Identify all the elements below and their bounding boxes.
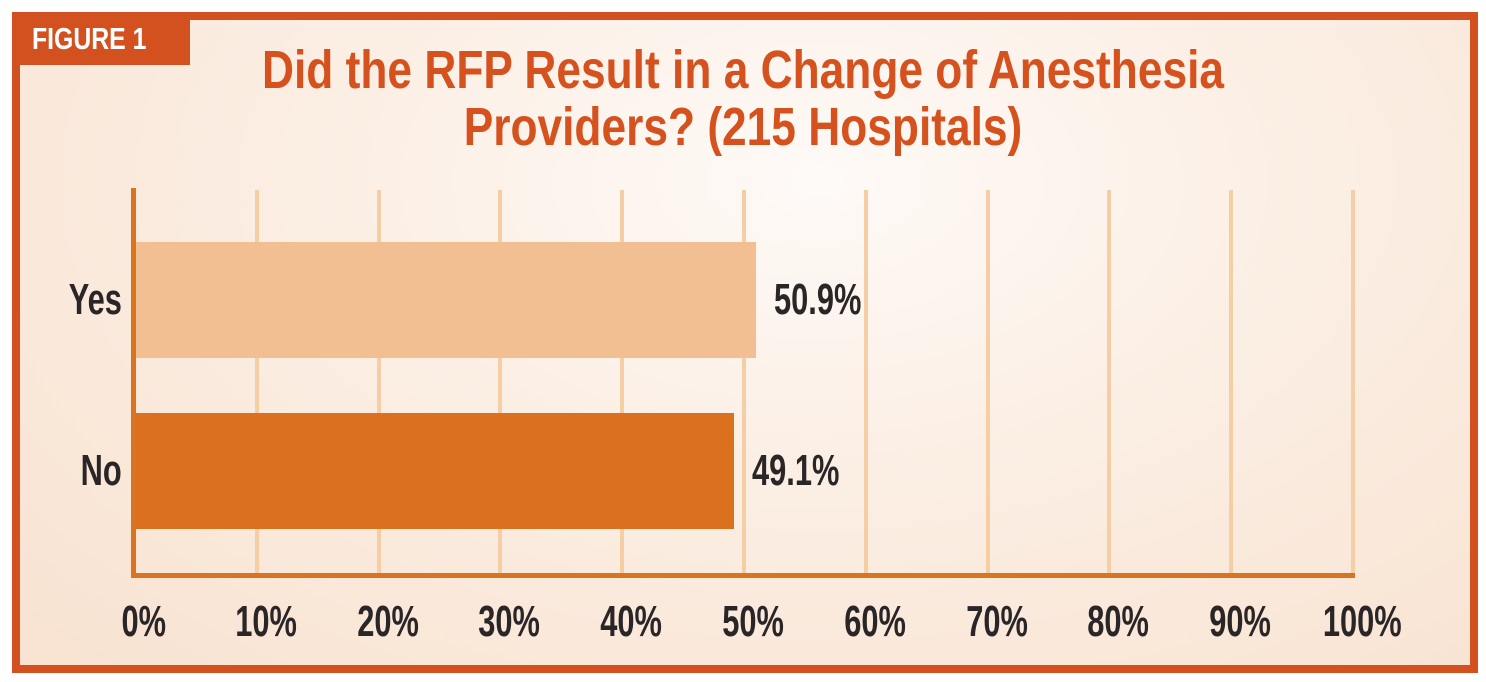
gridline-10% [254, 190, 259, 573]
y-axis-line [131, 188, 136, 578]
x-tick-label-40%: 40% [561, 600, 701, 644]
x-tick-text: 70% [965, 597, 1028, 646]
x-tick-label-50%: 50% [683, 600, 823, 644]
chart-title-line-2: Providers? (215 Hospitals) [463, 97, 1023, 157]
x-tick-label-30%: 30% [439, 600, 579, 644]
x-tick-label-100%: 100% [1292, 600, 1432, 644]
gridline-50% [742, 190, 746, 573]
gridline-100% [1351, 190, 1355, 573]
x-tick-label-70%: 70% [927, 600, 1067, 644]
bar-value-label-yes: 50.9% [774, 278, 899, 322]
x-tick-text: 100% [1322, 597, 1402, 646]
x-tick-text: 80% [1087, 597, 1150, 646]
figure-label: FIGURE 1 [32, 20, 147, 56]
x-tick-label-20%: 20% [318, 600, 458, 644]
x-tick-label-10%: 10% [196, 600, 336, 644]
x-axis-line [131, 573, 1355, 578]
x-tick-text: 0% [121, 597, 167, 646]
gridline-30% [498, 190, 503, 573]
figure-label-tab: FIGURE 1 [12, 12, 190, 65]
x-tick-text: 50% [722, 597, 784, 646]
x-tick-text: 30% [478, 597, 541, 646]
gridline-70% [985, 190, 990, 573]
x-tick-label-90%: 90% [1170, 600, 1310, 644]
bar-value-text: 50.9% [774, 275, 862, 324]
gridline-90% [1229, 190, 1234, 573]
bar-no [136, 413, 734, 529]
x-tick-text: 20% [356, 597, 419, 646]
bar-value-label-no: 49.1% [752, 449, 877, 493]
x-tick-text: 60% [843, 597, 906, 646]
gridline-20% [376, 190, 381, 573]
x-tick-text: 40% [600, 597, 663, 646]
chart-title: Did the RFP Result in a Change of Anesth… [0, 42, 1486, 156]
category-label-yes: Yes [18, 278, 122, 322]
gridline-40% [620, 190, 625, 573]
x-tick-label-0%: 0% [74, 600, 214, 644]
bar-yes [136, 242, 756, 358]
x-tick-label-80%: 80% [1048, 600, 1188, 644]
x-tick-label-60%: 60% [805, 600, 945, 644]
gridline-80% [1107, 190, 1112, 573]
category-label-text: No [80, 446, 122, 495]
x-tick-text: 90% [1209, 597, 1272, 646]
category-label-text: Yes [68, 275, 122, 324]
bar-value-text: 49.1% [752, 446, 840, 495]
gridline-60% [863, 190, 868, 573]
category-label-no: No [18, 449, 122, 493]
chart-title-line-1: Did the RFP Result in a Change of Anesth… [261, 40, 1225, 100]
x-tick-text: 10% [234, 597, 297, 646]
